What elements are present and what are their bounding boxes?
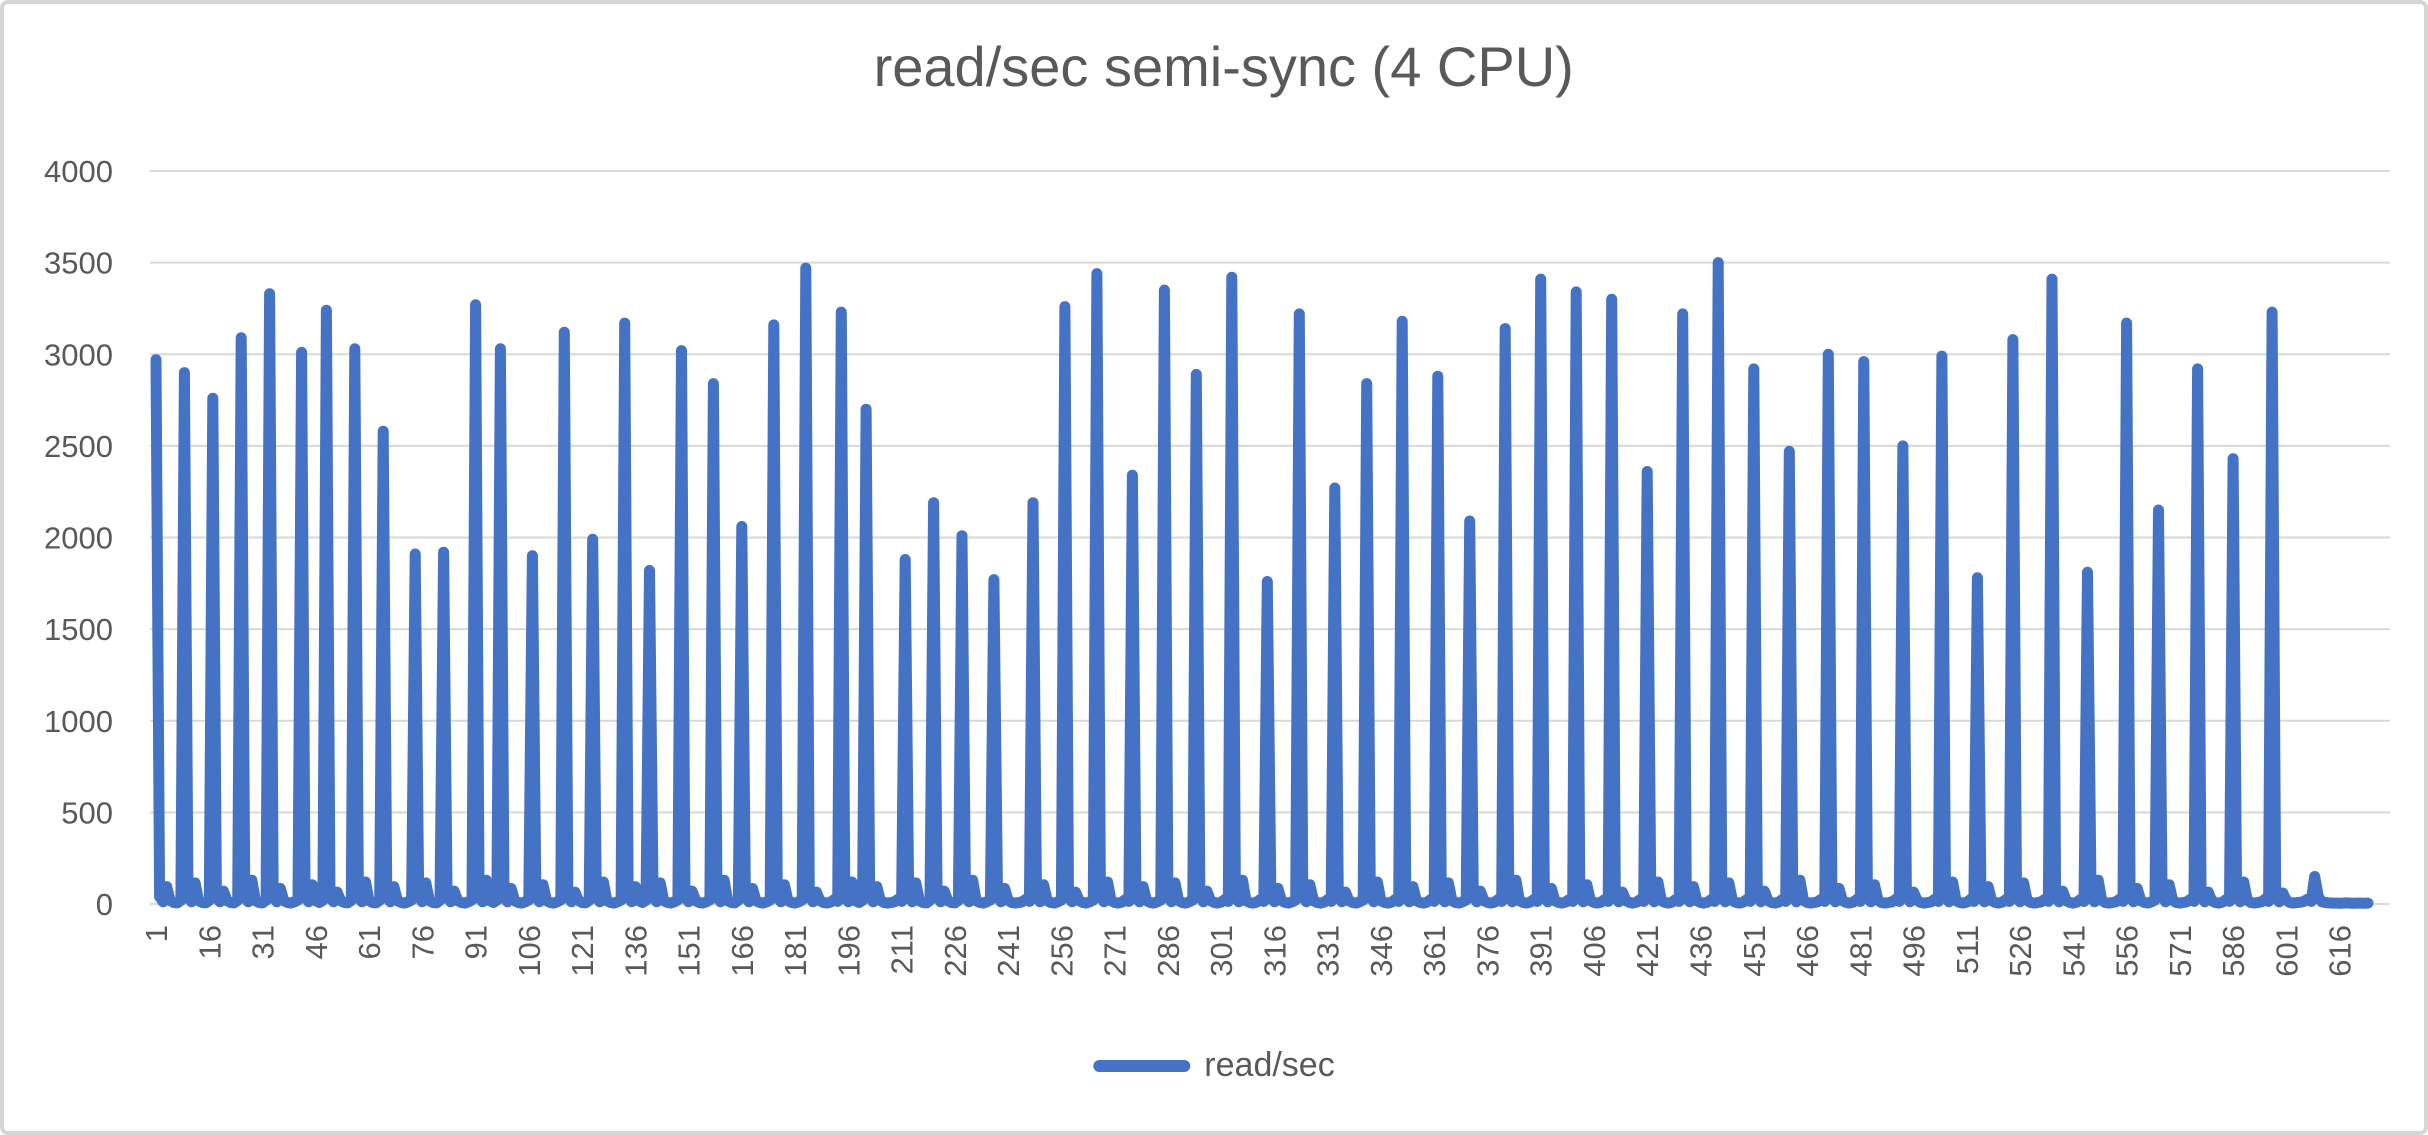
- legend: read/sec: [1093, 1046, 1335, 1085]
- x-axis-tick-label: 1: [139, 925, 174, 942]
- series-line-read-sec: [150, 257, 2374, 909]
- legend-label: read/sec: [1204, 1046, 1335, 1084]
- y-axis-tick-label: 2000: [44, 521, 113, 556]
- x-axis-tick-label: 616: [2323, 925, 2358, 977]
- x-axis-tick-label: 181: [778, 925, 813, 977]
- x-axis-tick-label: 16: [192, 925, 227, 959]
- x-axis-tick-label: 466: [1790, 925, 1825, 977]
- x-axis-tick-label: 286: [1151, 925, 1186, 977]
- x-axis-tick-label: 586: [2216, 925, 2251, 977]
- x-axis-tick-label: 61: [352, 925, 387, 959]
- x-axis-tick-label: 541: [2056, 925, 2091, 977]
- x-axis-tick-label: 436: [1683, 925, 1718, 977]
- x-axis-tick-label: 166: [725, 925, 760, 977]
- x-axis-tick-label: 406: [1577, 925, 1612, 977]
- x-axis-tick-label: 421: [1630, 925, 1665, 977]
- x-axis-tick-label: 556: [2110, 925, 2145, 977]
- x-axis-tick-label: 121: [565, 925, 600, 977]
- y-axis-tick-label: 1000: [44, 704, 113, 739]
- x-axis-tick-label: 526: [2003, 925, 2038, 977]
- x-axis-tick-label: 571: [2163, 925, 2198, 977]
- legend-line-marker: [1093, 1059, 1191, 1072]
- x-axis-tick-label: 601: [2269, 925, 2304, 977]
- x-axis-tick-label: 76: [405, 925, 440, 959]
- y-axis-tick-label: 500: [61, 795, 113, 830]
- x-axis-tick-label: 91: [459, 925, 494, 959]
- x-axis-tick-label: 316: [1257, 925, 1292, 977]
- y-axis-tick-label: 2500: [44, 429, 113, 464]
- x-axis-tick-label: 496: [1897, 925, 1932, 977]
- y-axis-tick-label: 1500: [44, 612, 113, 647]
- x-axis-tick-label: 481: [1843, 925, 1878, 977]
- y-axis-tick-label: 0: [96, 887, 113, 922]
- x-axis-tick-label: 211: [885, 925, 920, 974]
- x-axis-tick-label: 136: [618, 925, 653, 977]
- x-axis-tick-label: 271: [1098, 925, 1133, 977]
- x-axis-tick-label: 31: [246, 925, 281, 959]
- x-axis-tick-label: 451: [1737, 925, 1772, 977]
- x-axis-tick-label: 361: [1417, 925, 1452, 977]
- y-axis-tick-label: 3500: [44, 246, 113, 281]
- x-axis-tick-label: 46: [299, 925, 334, 959]
- x-axis-tick-label: 376: [1470, 925, 1505, 977]
- x-axis-tick-label: 196: [831, 925, 866, 977]
- x-axis-tick-label: 151: [672, 925, 707, 977]
- x-axis-tick-label: 106: [512, 925, 547, 977]
- x-axis-tick-label: 391: [1524, 925, 1559, 977]
- x-axis-tick-label: 346: [1364, 925, 1399, 977]
- chart-title: read/sec semi-sync (4 CPU): [873, 35, 1574, 98]
- x-axis-tick-label: 331: [1311, 925, 1346, 977]
- y-axis-tick-label: 3000: [44, 337, 113, 372]
- x-axis-tick-label: 511: [1950, 925, 1985, 974]
- x-axis-tick-label: 241: [991, 925, 1026, 977]
- y-axis-tick-label: 4000: [44, 154, 113, 189]
- x-axis-tick-label: 226: [938, 925, 973, 977]
- x-axis-tick-label: 301: [1204, 925, 1239, 977]
- x-axis-tick-label: 256: [1044, 925, 1079, 977]
